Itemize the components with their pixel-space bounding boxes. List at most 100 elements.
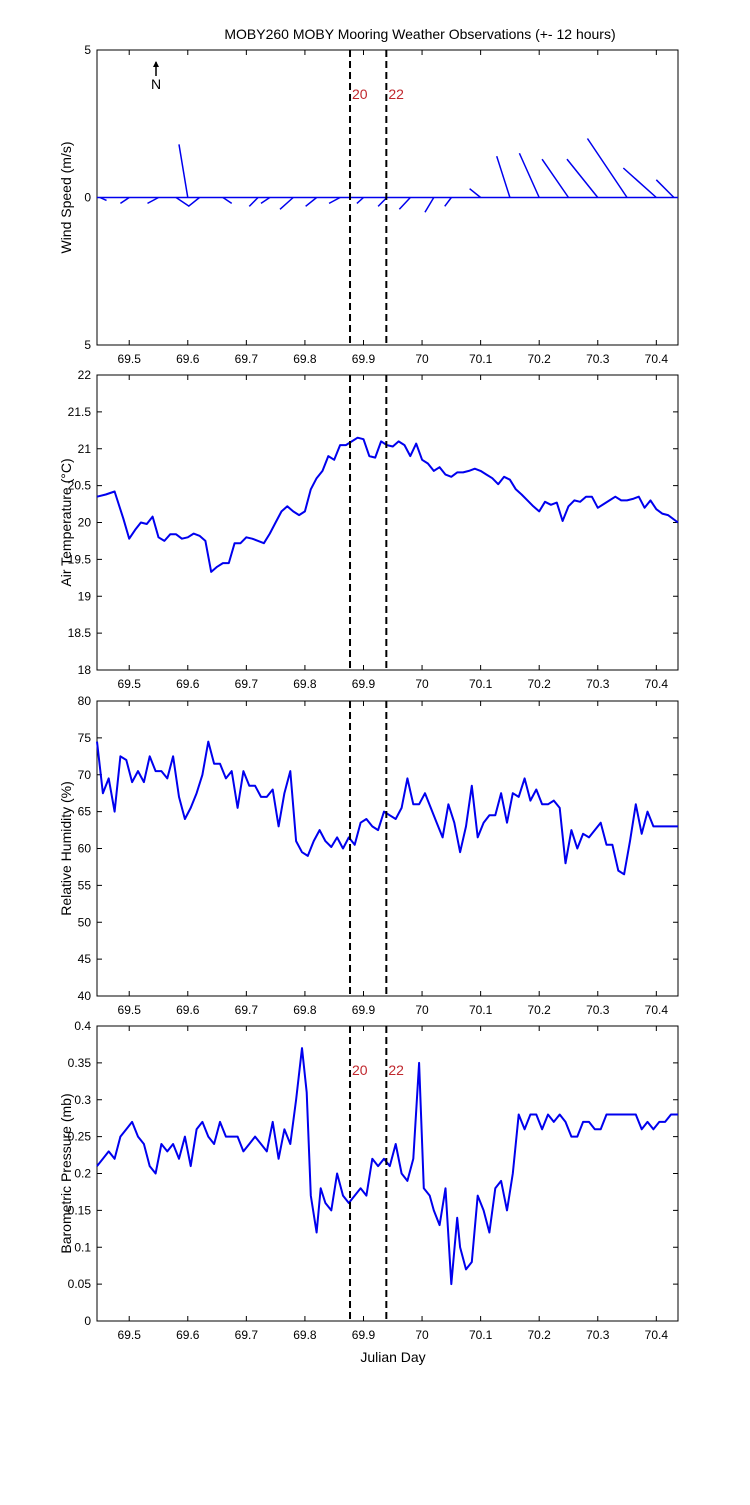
axes-frame bbox=[96, 374, 679, 671]
x-tick-label: 70.3 bbox=[586, 352, 610, 366]
chart-panel-3: 69.5 69.6 69.7 69.8 69.9 70 70.1 70.2 70.3 70.4 40… bbox=[58, 694, 679, 1017]
y-tick-label: 70 bbox=[78, 768, 92, 782]
x-tick-label: 70.2 bbox=[528, 1328, 552, 1342]
x-tick-label: 69.5 bbox=[118, 352, 142, 366]
time-marker-label: 22 bbox=[388, 86, 404, 102]
wind-vector-stick bbox=[175, 196, 190, 207]
y-axis-label: Relative Humidity (%) bbox=[58, 781, 74, 916]
wind-vector-stick bbox=[147, 196, 159, 205]
chart-panel-1: 69.5 69.6 69.7 69.8 69.9 70 70.1 70.2 70.3 70.4 5 0… bbox=[58, 43, 679, 366]
wind-vector-stick bbox=[99, 196, 107, 202]
y-tick-label: 0 bbox=[84, 191, 91, 205]
wind-vector-stick bbox=[119, 196, 130, 205]
x-tick-label: 69.9 bbox=[352, 1003, 376, 1017]
y-tick-label: 19.5 bbox=[68, 552, 92, 566]
x-tick-label: 70.4 bbox=[645, 1328, 669, 1342]
x-tick-label: 69.8 bbox=[293, 352, 317, 366]
wind-vector-stick bbox=[424, 197, 435, 213]
x-tick-label: 69.5 bbox=[118, 1328, 142, 1342]
y-tick-label: 5 bbox=[84, 338, 91, 352]
wind-vector-stick bbox=[655, 179, 675, 199]
x-axis-label: Julian Day bbox=[360, 1349, 425, 1365]
wind-vector-stick bbox=[495, 155, 511, 198]
y-tick-label: 5 bbox=[84, 43, 91, 57]
x-tick-label: 70.2 bbox=[528, 352, 552, 366]
y-axis-label: Barometric Pressure (mb) bbox=[58, 1093, 74, 1253]
wind-vector-stick bbox=[398, 196, 411, 210]
x-tick-label: 69.9 bbox=[352, 352, 376, 366]
x-tick-label: 70.4 bbox=[645, 1003, 669, 1017]
wind-vector-stick bbox=[248, 196, 259, 207]
data-series-line bbox=[96, 436, 679, 573]
x-tick-label: 70.2 bbox=[528, 677, 552, 691]
x-tick-label: 70.2 bbox=[528, 1003, 552, 1017]
y-tick-label: 20.5 bbox=[68, 479, 92, 493]
x-tick-label: 69.7 bbox=[235, 677, 259, 691]
x-tick-label: 69.8 bbox=[293, 1003, 317, 1017]
time-marker-label: 22 bbox=[388, 1062, 404, 1078]
y-tick-label: 0.3 bbox=[74, 1093, 91, 1107]
wind-vector-stick bbox=[518, 152, 540, 198]
y-tick-label: 60 bbox=[78, 842, 92, 856]
x-tick-label: 70 bbox=[415, 352, 429, 366]
y-tick-label: 0.05 bbox=[68, 1277, 92, 1291]
x-tick-label: 70 bbox=[415, 677, 429, 691]
wind-vector-stick bbox=[444, 197, 452, 207]
y-tick-label: 21.5 bbox=[68, 405, 92, 419]
x-tick-label: 69.7 bbox=[235, 1003, 259, 1017]
x-tick-label: 69.7 bbox=[235, 352, 259, 366]
wind-vector-stick bbox=[279, 196, 294, 210]
y-tick-label: 0.2 bbox=[74, 1167, 91, 1181]
y-tick-label: 19 bbox=[78, 589, 92, 603]
y-tick-label: 0 bbox=[84, 1314, 91, 1328]
wind-vector-stick bbox=[356, 196, 364, 204]
x-tick-label: 69.6 bbox=[176, 1003, 200, 1017]
wind-vector-stick bbox=[622, 167, 657, 199]
x-tick-label: 70 bbox=[415, 1003, 429, 1017]
x-tick-label: 69.9 bbox=[352, 677, 376, 691]
y-tick-label: 22 bbox=[78, 368, 92, 382]
wind-vector-stick bbox=[566, 158, 599, 198]
y-axis-label: Wind Speed (m/s) bbox=[58, 141, 74, 253]
figure-title: MOBY260 MOBY Mooring Weather Observation… bbox=[224, 26, 615, 42]
north-label: N bbox=[151, 76, 161, 92]
y-tick-label: 20 bbox=[78, 516, 92, 530]
y-tick-label: 0.35 bbox=[68, 1056, 92, 1070]
y-tick-label: 18 bbox=[78, 663, 92, 677]
x-tick-label: 70.1 bbox=[469, 1003, 493, 1017]
y-tick-label: 0.15 bbox=[68, 1203, 92, 1217]
x-tick-label: 70 bbox=[415, 1328, 429, 1342]
wind-vector-stick bbox=[541, 158, 570, 198]
x-tick-label: 69.8 bbox=[293, 1328, 317, 1342]
time-marker-label: 20 bbox=[352, 86, 368, 102]
chart-panel-4: 69.5 69.6 69.7 69.8 69.9 70 70.1 70.2 70.3 70.4 0 0… bbox=[58, 1019, 679, 1342]
y-tick-label: 45 bbox=[78, 952, 92, 966]
y-tick-label: 0.1 bbox=[74, 1240, 91, 1254]
wind-vector-stick bbox=[260, 196, 271, 205]
wind-vector-stick bbox=[178, 144, 189, 198]
x-tick-label: 70.4 bbox=[645, 352, 669, 366]
y-tick-label: 18.5 bbox=[68, 626, 92, 640]
x-tick-label: 70.3 bbox=[586, 1003, 610, 1017]
x-tick-label: 69.5 bbox=[118, 677, 142, 691]
y-tick-label: 80 bbox=[78, 694, 92, 708]
time-marker-label: 20 bbox=[352, 1062, 368, 1078]
y-tick-label: 50 bbox=[78, 915, 92, 929]
wind-vector-stick bbox=[469, 188, 482, 199]
y-tick-label: 21 bbox=[78, 442, 92, 456]
x-tick-label: 70.3 bbox=[586, 677, 610, 691]
y-tick-label: 55 bbox=[78, 878, 92, 892]
x-tick-label: 70.1 bbox=[469, 677, 493, 691]
wind-vector-stick bbox=[188, 196, 200, 207]
x-tick-label: 69.5 bbox=[118, 1003, 142, 1017]
x-tick-label: 70.4 bbox=[645, 677, 669, 691]
chart-panel-2: 69.5 69.6 69.7 69.8 69.9 70 70.1 70.2 70.3 70.4 18… bbox=[58, 368, 679, 691]
x-tick-label: 69.9 bbox=[352, 1328, 376, 1342]
x-tick-label: 69.6 bbox=[176, 677, 200, 691]
y-axis-label: Air Temperature (°C) bbox=[58, 458, 74, 586]
x-tick-label: 70.1 bbox=[469, 352, 493, 366]
wind-vector-stick bbox=[305, 196, 318, 207]
wind-vector-stick bbox=[222, 196, 233, 205]
x-tick-label: 69.6 bbox=[176, 1328, 200, 1342]
